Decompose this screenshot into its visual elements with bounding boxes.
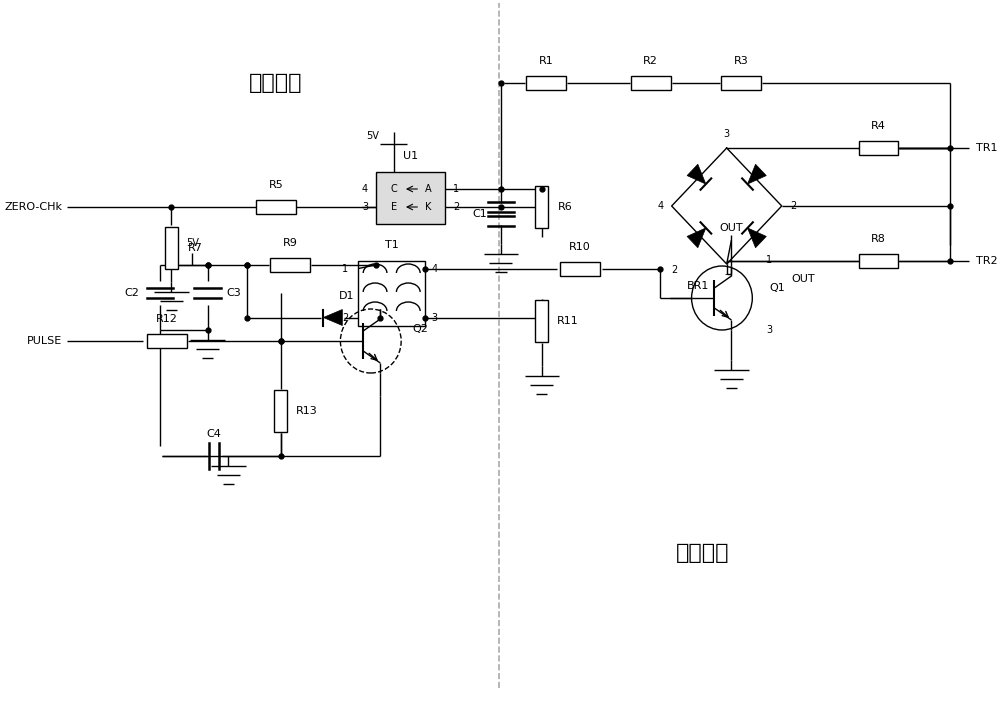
Text: ZERO-CHk: ZERO-CHk [4, 202, 62, 212]
Text: D1: D1 [339, 290, 355, 300]
Text: C2: C2 [124, 288, 139, 298]
Text: TR1: TR1 [976, 143, 998, 153]
Polygon shape [747, 165, 766, 184]
Text: 4: 4 [431, 264, 437, 273]
Polygon shape [687, 228, 706, 247]
Text: 4: 4 [362, 184, 368, 194]
Text: 5V: 5V [186, 238, 199, 248]
Text: Q1: Q1 [769, 283, 785, 293]
Text: 2: 2 [453, 202, 459, 212]
Text: 1: 1 [766, 255, 772, 265]
Text: C3: C3 [227, 288, 242, 298]
Text: R11: R11 [557, 316, 579, 326]
Text: T1: T1 [385, 240, 399, 250]
Text: OUT: OUT [720, 223, 743, 233]
Bar [859, 254, 898, 268]
Bar [274, 390, 287, 432]
Bar [165, 227, 178, 269]
Text: 强电部分: 强电部分 [676, 543, 730, 563]
Text: R7: R7 [188, 243, 203, 253]
Polygon shape [687, 165, 706, 184]
Bar [358, 261, 425, 325]
Text: 2: 2 [671, 265, 678, 275]
Text: -: - [725, 269, 729, 279]
Text: 3: 3 [724, 129, 730, 139]
Text: 1: 1 [453, 184, 459, 194]
Polygon shape [323, 309, 342, 325]
Text: 4: 4 [657, 201, 663, 211]
Text: R12: R12 [156, 314, 178, 324]
Text: R2: R2 [643, 56, 658, 66]
Bar [631, 76, 671, 90]
Text: OUT: OUT [791, 274, 815, 284]
Text: 1: 1 [342, 264, 348, 273]
Text: R13: R13 [296, 406, 318, 416]
Text: R3: R3 [734, 56, 748, 66]
Bar [376, 172, 445, 224]
Bar [270, 258, 310, 272]
Text: C4: C4 [207, 429, 222, 439]
Text: E: E [391, 202, 397, 212]
Bar [721, 76, 761, 90]
Text: PULSE: PULSE [27, 336, 62, 346]
Text: C: C [390, 184, 397, 194]
Text: R4: R4 [871, 121, 886, 131]
Text: TR2: TR2 [976, 256, 998, 266]
Text: R10: R10 [569, 242, 590, 252]
Text: R1: R1 [539, 56, 554, 66]
Polygon shape [747, 228, 766, 247]
Text: R8: R8 [871, 234, 886, 244]
Text: R6: R6 [558, 202, 573, 212]
Text: R5: R5 [269, 180, 283, 190]
Text: R9: R9 [283, 238, 298, 248]
Text: 2: 2 [342, 313, 348, 323]
Text: C1: C1 [473, 209, 487, 219]
Text: Q2: Q2 [413, 324, 428, 334]
Bar [256, 200, 296, 214]
Bar [526, 76, 566, 90]
Bar [859, 141, 898, 155]
Text: 3: 3 [766, 325, 772, 335]
Bar [147, 334, 187, 348]
Bar [535, 300, 548, 342]
Text: BR1: BR1 [687, 281, 709, 291]
Text: 3: 3 [431, 313, 437, 323]
Bar [560, 262, 600, 276]
Bar [535, 186, 548, 228]
Text: 2: 2 [790, 201, 796, 211]
Text: 3: 3 [362, 202, 368, 212]
Text: K: K [425, 202, 431, 212]
Text: 弱电部分: 弱电部分 [249, 73, 303, 93]
Text: 5V: 5V [366, 131, 379, 141]
Text: U1: U1 [403, 151, 418, 161]
Text: A: A [424, 184, 431, 194]
